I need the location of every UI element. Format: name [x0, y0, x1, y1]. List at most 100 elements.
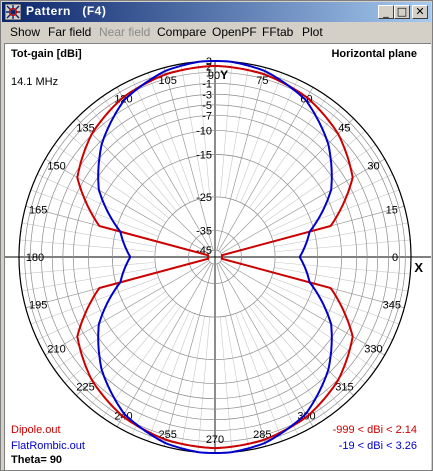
angle-label-195: 195	[29, 299, 47, 311]
minimize-icon: _	[383, 5, 389, 18]
app-icon	[5, 4, 21, 20]
ring-label: -1	[202, 78, 212, 90]
angle-label-135: 135	[76, 123, 94, 135]
plane-label: Horizontal plane	[331, 48, 417, 60]
fine-spoke	[102, 96, 181, 208]
angle-label-330: 330	[364, 344, 382, 356]
fine-spoke	[219, 316, 233, 453]
angle-label-90-text: 90	[208, 70, 220, 82]
legend-range-flatrombic: -19 < dBi < 3.26	[338, 440, 417, 452]
menu-far-field[interactable]: Far field	[48, 25, 92, 39]
spoke-240	[116, 262, 212, 427]
title-bar[interactable]: Pattern (F4) _ □ ✕	[2, 2, 431, 22]
menu-openpf[interactable]: OpenPF	[212, 25, 257, 39]
frequency-label: 14.1 MHz	[11, 76, 59, 88]
menu-plot[interactable]: Plot	[302, 25, 323, 39]
fine-spoke	[19, 261, 156, 275]
ring--10	[88, 130, 342, 384]
maximize-icon: □	[396, 5, 408, 18]
angle-label-45: 45	[338, 123, 350, 135]
polar-plot-area[interactable]: 3 2 1 -1 -3 -5 -7 -10 -15 -25 -35 -45 0 15 30 45 60 75 90…	[4, 43, 431, 470]
maximize-button[interactable]: □	[394, 5, 410, 19]
ring-label: -7	[202, 110, 212, 122]
spoke-75	[216, 67, 267, 251]
fine-spoke	[219, 61, 233, 198]
ring-1	[29, 71, 401, 443]
angle-label-90: 90Y	[208, 68, 228, 82]
angle-label-30: 30	[367, 161, 379, 173]
ring--3	[51, 93, 379, 421]
ring-label: -5	[202, 100, 212, 112]
legend-file-dipole: Dipole.out	[11, 424, 61, 436]
fine-spoke	[54, 291, 166, 370]
fine-spoke	[249, 306, 328, 418]
close-button[interactable]: ✕	[412, 5, 428, 19]
spoke-30	[220, 158, 385, 254]
legend-range-dipole: -999 < dBi < 2.14	[332, 424, 417, 436]
angle-label-90-axis: Y	[220, 68, 228, 82]
angle-label-75: 75	[256, 75, 268, 87]
fine-spoke	[54, 144, 166, 223]
spoke-135	[76, 118, 211, 253]
spoke-60	[218, 87, 314, 252]
angle-label-225: 225	[76, 381, 94, 393]
angle-label-255: 255	[158, 429, 176, 441]
ring-label: -15	[196, 149, 212, 161]
fine-spoke	[197, 316, 211, 453]
ring-label: -10	[196, 125, 212, 137]
gain-label: Tot-gain [dBi]	[11, 48, 82, 60]
spoke-105	[163, 67, 214, 251]
spoke-150	[45, 158, 210, 254]
ring--15	[112, 154, 318, 360]
fine-spoke	[274, 239, 411, 253]
ring-label: -25	[196, 192, 212, 204]
menu-fftab[interactable]: FFtab	[262, 25, 294, 39]
angle-label-15: 15	[386, 205, 398, 217]
angle-label-180: 180	[26, 252, 44, 264]
fine-spoke	[19, 239, 156, 253]
spoke-120	[116, 87, 212, 252]
angle-label-165: 165	[29, 205, 47, 217]
fine-spoke	[264, 291, 376, 370]
window-title: Pattern (F4)	[26, 4, 107, 18]
minimize-button[interactable]: _	[378, 5, 394, 19]
angle-label-285: 285	[253, 429, 271, 441]
ring-label: -3	[202, 89, 212, 101]
ring--35	[188, 230, 242, 284]
menu-near-field[interactable]: Near field	[99, 25, 151, 39]
ring-label: 2	[206, 62, 212, 74]
angle-label-315: 315	[335, 381, 353, 393]
spoke-315	[219, 261, 354, 396]
angle-label-150: 150	[47, 161, 65, 173]
angle-label-345: 345	[383, 299, 401, 311]
fine-spoke	[102, 306, 181, 418]
menu-show[interactable]: Show	[10, 25, 41, 39]
angle-label-210: 210	[47, 344, 65, 356]
spoke-225	[76, 261, 211, 396]
close-icon: ✕	[415, 5, 425, 18]
ring--1	[41, 83, 389, 431]
fine-spoke	[274, 261, 411, 275]
angle-label-105: 105	[158, 75, 176, 87]
ring--7	[72, 114, 358, 400]
theta-label: Theta= 90	[11, 454, 63, 466]
ring-label: 1	[206, 67, 212, 79]
menu-bar: Show Far field Near field Compare OpenPF…	[2, 23, 431, 41]
ring-label: -35	[196, 226, 212, 238]
spoke-285	[216, 263, 267, 447]
angle-label-0: 0	[392, 252, 398, 264]
spoke-300	[218, 262, 314, 427]
fine-spoke	[249, 96, 328, 208]
fine-spoke	[264, 144, 376, 223]
menu-compare[interactable]: Compare	[157, 25, 207, 39]
ring--25	[154, 196, 276, 318]
angle-label-270: 270	[206, 434, 224, 446]
ring--5	[62, 104, 368, 410]
spoke-45	[219, 118, 354, 253]
polar-plot: 321-1-3-5-7-10-15-25-35-45 0153045607590…	[5, 56, 431, 454]
spoke-210	[45, 260, 210, 356]
spoke-330	[220, 260, 385, 356]
close-plot-x[interactable]: X	[414, 260, 423, 275]
spoke-255	[163, 263, 214, 447]
